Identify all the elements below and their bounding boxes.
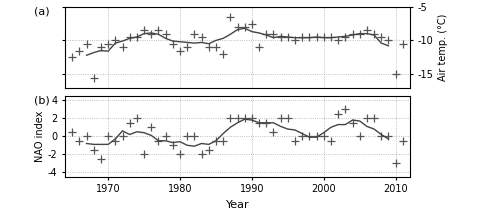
Point [248,116,256,120]
Point [255,121,263,125]
Point [176,49,184,52]
Point [276,116,284,120]
Point [291,39,299,42]
Point [240,25,248,29]
Point [205,45,213,49]
Point [147,32,155,35]
Point [320,35,328,39]
Point [392,72,400,76]
Text: (a): (a) [34,7,50,17]
Point [356,32,364,35]
Point [370,116,378,120]
Point [133,116,141,120]
Point [140,152,148,156]
X-axis label: Year: Year [226,200,250,210]
Point [162,135,170,138]
Point [306,135,314,138]
Point [118,135,126,138]
Point [378,35,386,39]
Point [248,22,256,25]
Y-axis label: Air temp. (°C): Air temp. (°C) [438,13,448,81]
Point [190,135,198,138]
Point [334,112,342,116]
Point [190,32,198,35]
Point [212,45,220,49]
Point [219,52,227,56]
Point [298,35,306,39]
Point [348,32,356,35]
Y-axis label: NAO index: NAO index [35,110,45,162]
Point [226,116,234,120]
Point [162,32,170,35]
Point [342,107,349,111]
Point [392,162,400,165]
Point [140,29,148,32]
Point [255,45,263,49]
Point [298,135,306,138]
Point [82,42,90,46]
Point [234,25,241,29]
Point [112,139,120,143]
Point [68,55,76,59]
Point [97,157,105,161]
Point [90,76,98,79]
Point [183,135,191,138]
Point [104,42,112,46]
Point [205,148,213,152]
Point [370,32,378,35]
Point [284,116,292,120]
Point [306,35,314,39]
Point [384,39,392,42]
Text: (b): (b) [34,96,50,106]
Point [363,29,371,32]
Point [154,29,162,32]
Point [356,135,364,138]
Point [399,139,407,143]
Point [262,32,270,35]
Point [212,139,220,143]
Point [219,139,227,143]
Point [276,35,284,39]
Point [262,121,270,125]
Point [97,45,105,49]
Point [82,135,90,138]
Point [90,148,98,152]
Point [334,39,342,42]
Point [198,152,205,156]
Point [198,35,205,39]
Point [312,135,320,138]
Point [126,121,134,125]
Point [399,42,407,46]
Point [240,116,248,120]
Point [226,15,234,19]
Point [234,116,241,120]
Point [363,116,371,120]
Point [183,45,191,49]
Point [348,121,356,125]
Point [327,139,335,143]
Point [147,126,155,129]
Point [68,130,76,133]
Point [176,152,184,156]
Point [76,49,84,52]
Point [270,32,278,35]
Point [169,143,177,147]
Point [104,135,112,138]
Point [118,45,126,49]
Point [378,135,386,138]
Point [133,35,141,39]
Point [112,39,120,42]
Point [384,135,392,138]
Point [76,139,84,143]
Point [154,139,162,143]
Point [327,35,335,39]
Point [284,35,292,39]
Point [126,35,134,39]
Point [291,139,299,143]
Point [312,35,320,39]
Point [169,42,177,46]
Point [270,130,278,133]
Point [342,35,349,39]
Point [320,135,328,138]
